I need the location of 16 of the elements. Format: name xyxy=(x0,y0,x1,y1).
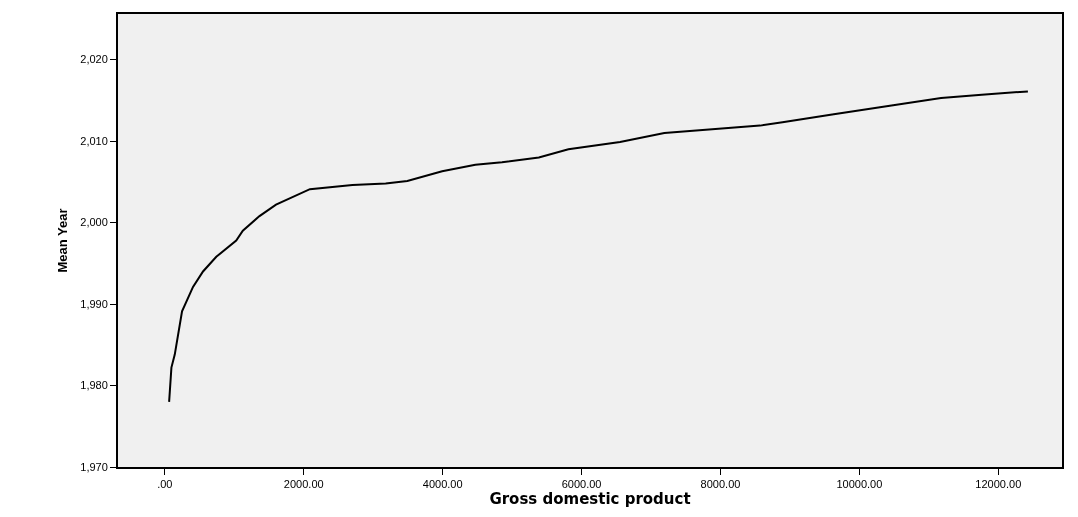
x-tick-label: 4000.00 xyxy=(422,478,463,491)
y-tick-label: 1,980 xyxy=(80,379,108,392)
x-axis-title: Gross domestic product xyxy=(489,490,691,509)
x-tick-label: 10000.00 xyxy=(836,478,883,491)
x-tick-label: 2000.00 xyxy=(283,478,324,491)
y-tick-label: 2,020 xyxy=(80,53,108,66)
y-tick-label: 1,990 xyxy=(80,297,108,310)
x-tick-label: .00 xyxy=(157,478,173,491)
y-tick-label: 2,000 xyxy=(80,216,108,229)
y-tick-label: 1,970 xyxy=(80,460,108,473)
x-tick-label: 8000.00 xyxy=(700,478,741,491)
x-tick-label: 6000.00 xyxy=(561,478,602,491)
y-tick-label: 2,010 xyxy=(80,134,108,147)
y-axis-title: Mean Year xyxy=(54,208,70,273)
line-series xyxy=(168,90,1029,403)
x-tick-label: 12000.00 xyxy=(975,478,1022,491)
